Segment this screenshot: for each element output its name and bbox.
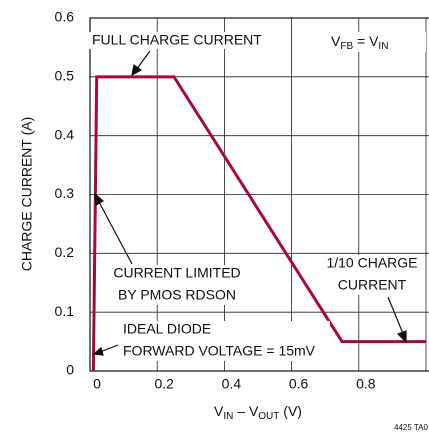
y-axis-label: CHARGE CURRENT (A) bbox=[19, 117, 35, 272]
plot-frame bbox=[89, 17, 429, 372]
x-tick-label: 0.4 bbox=[222, 376, 242, 392]
label-bg bbox=[88, 32, 278, 49]
text: (V) bbox=[279, 403, 302, 419]
arrow-head bbox=[92, 346, 104, 356]
annotation: IDEAL DIODE bbox=[123, 321, 211, 337]
figure-code: 4425 TA0 bbox=[394, 423, 429, 432]
arrow bbox=[97, 199, 133, 265]
label-bg bbox=[325, 255, 419, 295]
series bbox=[91, 75, 426, 372]
text: V bbox=[331, 33, 341, 49]
y-tick-label: 0 bbox=[66, 362, 74, 378]
annotation: CURRENT bbox=[338, 277, 407, 293]
subscript: IN bbox=[378, 41, 388, 52]
x-tick-label: 0 bbox=[93, 376, 101, 392]
arrow bbox=[387, 296, 405, 337]
y-tick-label: 0.2 bbox=[55, 244, 75, 260]
label-bg bbox=[118, 265, 238, 305]
y-tick-label: 0.6 bbox=[55, 9, 75, 25]
text: = V bbox=[353, 33, 379, 49]
x-tick-label: 0.8 bbox=[356, 376, 376, 392]
annotation: CURRENT LIMITED bbox=[113, 265, 240, 281]
vfb-label: VFB = VIN bbox=[331, 33, 388, 52]
text: V bbox=[214, 403, 224, 419]
y-tick-label: 0.4 bbox=[55, 126, 75, 142]
arrow bbox=[135, 50, 151, 71]
x-tick-label: 0.6 bbox=[289, 376, 309, 392]
subscript: OUT bbox=[258, 411, 279, 422]
annotation: BY PMOS RDSON bbox=[118, 287, 236, 303]
x-axis-label: VIN – VOUT (V) bbox=[214, 403, 302, 422]
arrow bbox=[99, 344, 119, 353]
label-bg bbox=[120, 321, 330, 361]
annotation: FULL CHARGE CURRENT bbox=[92, 32, 262, 48]
grid bbox=[89, 17, 429, 372]
arrow-head bbox=[94, 192, 105, 206]
arrow-head bbox=[131, 63, 143, 77]
subscript: IN bbox=[223, 411, 233, 422]
text: – V bbox=[233, 403, 259, 419]
y-tick-label: 0.3 bbox=[55, 185, 75, 201]
x-tick-label: 0.2 bbox=[154, 376, 174, 392]
label-bg bbox=[326, 32, 426, 52]
y-tick-label: 0.1 bbox=[55, 303, 75, 319]
annotation-layer bbox=[88, 32, 426, 361]
arrow-head bbox=[396, 330, 407, 344]
data-line bbox=[91, 75, 426, 372]
annotation: FORWARD VOLTAGE = 15mV bbox=[123, 343, 316, 359]
subscript: FB bbox=[340, 41, 353, 52]
y-tick-label: 0.5 bbox=[55, 68, 75, 84]
annotation: 1/10 CHARGE bbox=[326, 255, 417, 271]
